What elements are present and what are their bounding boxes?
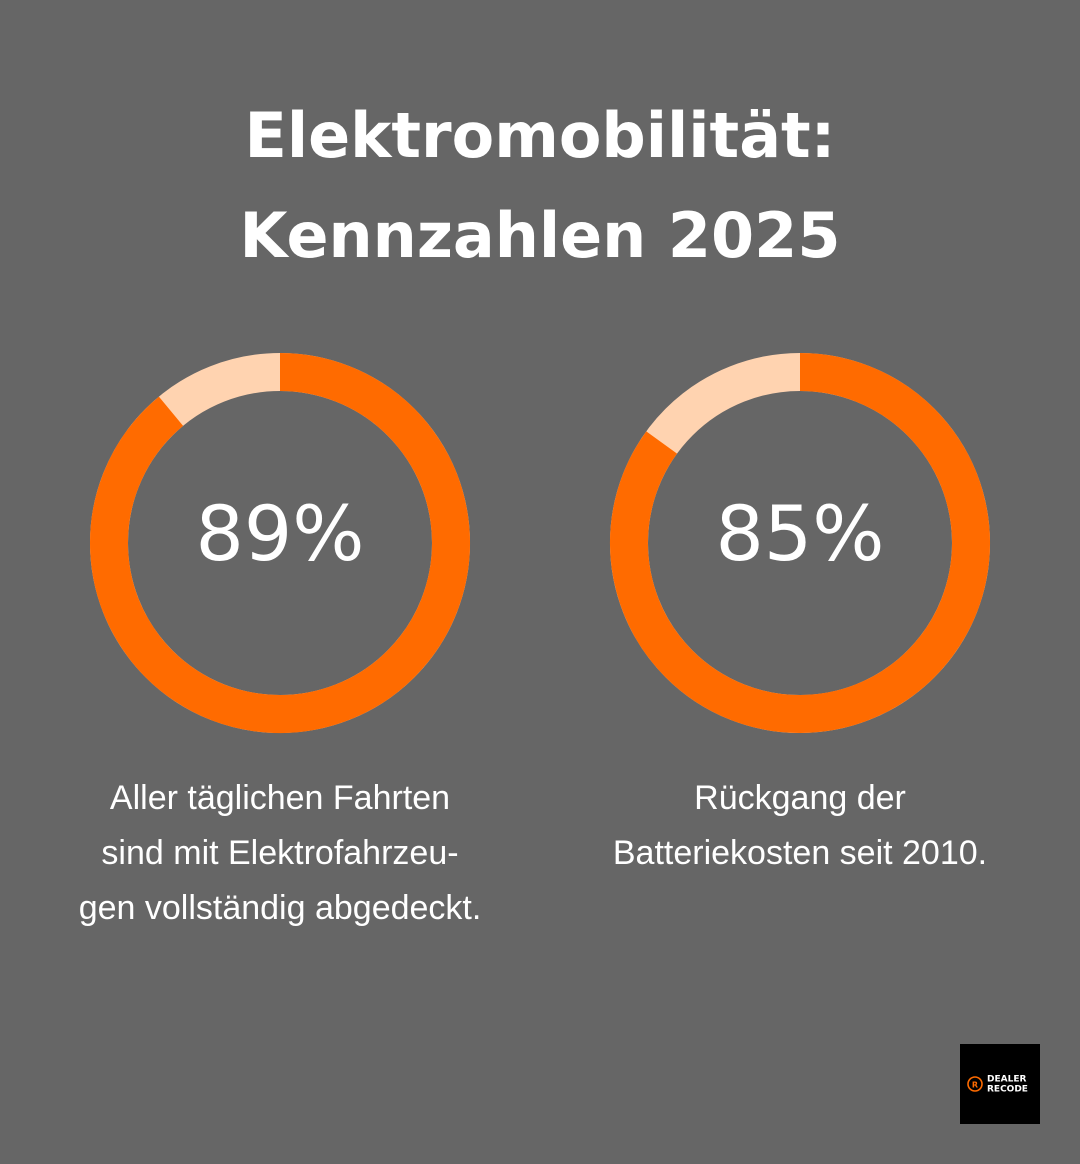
- logo-box: [960, 1044, 1040, 1124]
- logo-text: RECODE: [987, 1085, 1028, 1095]
- donut-arc: [610, 353, 990, 733]
- title-line: Kennzahlen 2025: [240, 199, 841, 272]
- value-label: 89%: [196, 489, 365, 578]
- caption-line: Batteriekosten seit 2010.: [613, 834, 987, 872]
- logo-icon-letter: R: [972, 1081, 978, 1090]
- caption-line: Rückgang der: [694, 779, 906, 817]
- donut-arc: [90, 353, 470, 733]
- caption-line: gen vollständig abgedeckt.: [79, 889, 482, 927]
- caption-line: sind mit Elektrofahrzeu-: [101, 834, 458, 872]
- logo-text: DEALER: [987, 1075, 1026, 1085]
- caption-line: Aller täglichen Fahrten: [110, 779, 450, 817]
- title-line: Elektromobilität:: [245, 99, 836, 172]
- logo-icon: [967, 1076, 983, 1092]
- value-label: 85%: [716, 489, 885, 578]
